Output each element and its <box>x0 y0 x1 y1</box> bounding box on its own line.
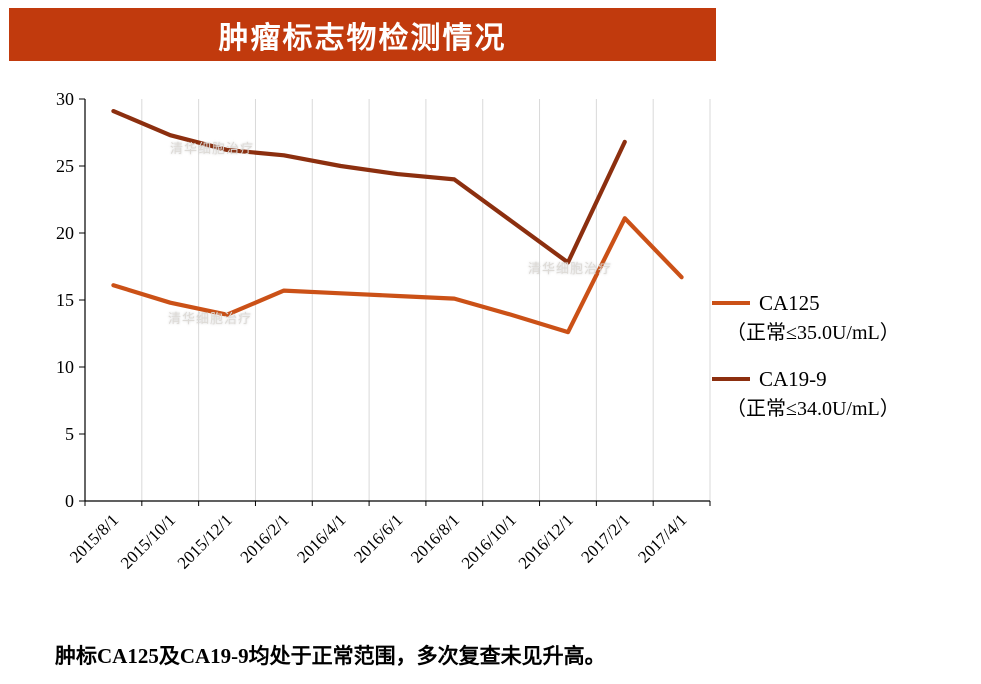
legend-note-ca19-9: （正常≤34.0U/mL） <box>726 398 900 420</box>
y-tick-label: 10 <box>56 357 74 377</box>
x-tick-label: 2016/4/1 <box>293 510 349 566</box>
ca19-9-line-swatch <box>712 377 750 381</box>
series-line-ca19-9 <box>111 108 627 265</box>
x-tick-label: 2015/10/1 <box>117 510 179 572</box>
chart-title-banner: 肿瘤标志物检测情况 <box>9 8 716 61</box>
x-tick-label: 2017/4/1 <box>634 510 690 566</box>
series-line-ca125 <box>111 216 684 335</box>
y-tick-label: 20 <box>56 223 74 243</box>
x-tick-label: 2015/8/1 <box>66 510 122 566</box>
legend-note-ca125: （正常≤35.0U/mL） <box>726 322 900 344</box>
x-tick-label: 2016/6/1 <box>350 510 406 566</box>
y-tick-label: 5 <box>65 424 74 444</box>
y-tick-label: 30 <box>56 89 74 109</box>
legend-item-ca125: CA125 （正常≤35.0U/mL） <box>712 288 978 348</box>
x-tick-label: 2015/12/1 <box>174 510 236 572</box>
legend-label-ca125: CA125 <box>759 291 820 315</box>
legend: CA125 （正常≤35.0U/mL） CA19-9 （正常≤34.0U/mL） <box>712 288 978 440</box>
x-tick-label: 2017/2/1 <box>577 510 633 566</box>
legend-item-ca19-9: CA19-9 （正常≤34.0U/mL） <box>712 364 978 424</box>
chart-area: 0 5 10 15 20 25 30 2015/8/1 2015/10/1 2015/12/1 20… <box>0 70 730 630</box>
legend-label-ca19-9: CA19-9 <box>759 367 827 391</box>
ca125-line-swatch <box>712 301 750 305</box>
y-tick-label: 25 <box>56 156 74 176</box>
x-tick-label: 2016/8/1 <box>407 510 463 566</box>
y-tick-label: 0 <box>65 491 74 511</box>
x-tick-label: 2016/2/1 <box>237 510 293 566</box>
y-tick-label: 15 <box>56 290 74 310</box>
caption: 肿标CA125及CA19-9均处于正常范围，多次复查未见升高。 <box>55 644 606 668</box>
x-tick-label: 2016/12/1 <box>515 510 577 572</box>
x-tick-label: 2016/10/1 <box>458 510 520 572</box>
chart-title: 肿瘤标志物检测情况 <box>218 21 507 55</box>
